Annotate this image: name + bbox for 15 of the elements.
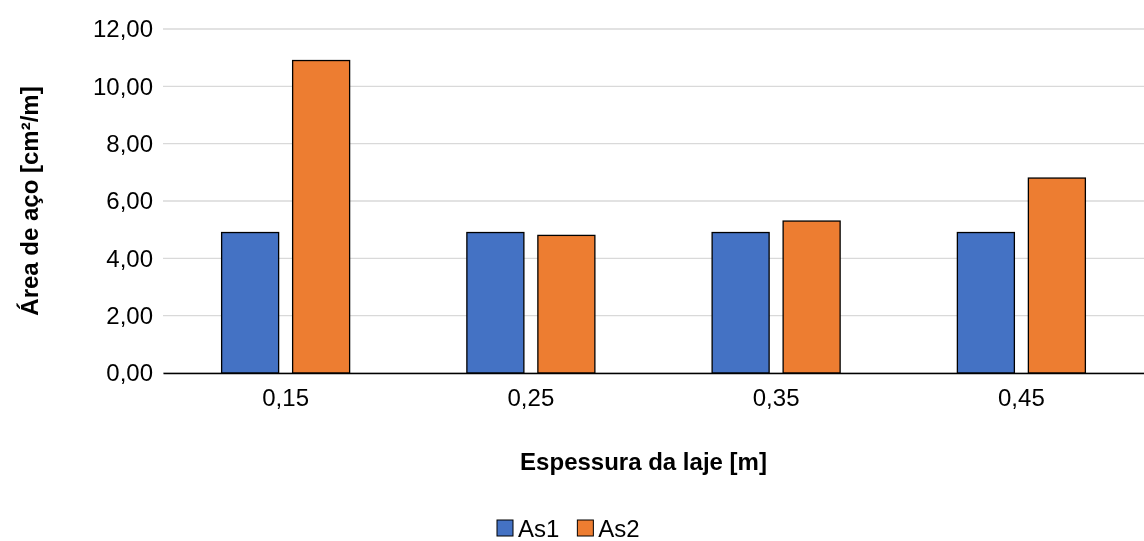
legend-label: As1 xyxy=(518,515,560,541)
y-axis-title: Área de aço [cm²/m] xyxy=(16,86,43,316)
y-tick-label: 12,00 xyxy=(92,15,153,43)
y-tick-label: 8,00 xyxy=(106,129,153,157)
x-axis-title: Espessura da laje [m] xyxy=(520,448,767,475)
x-tick-label: 0,15 xyxy=(262,384,309,412)
x-tick-label: 0,35 xyxy=(752,384,800,412)
y-tick-label: 6,00 xyxy=(106,187,153,215)
y-tick-label: 4,00 xyxy=(106,244,153,272)
y-tick-label: 10,00 xyxy=(92,72,153,100)
x-tick-label: 0,25 xyxy=(507,384,555,412)
y-tick-label: 2,00 xyxy=(106,301,153,329)
x-tick-label: 0,45 xyxy=(998,384,1045,412)
y-tick-label: 0,00 xyxy=(106,359,153,387)
legend-label: As2 xyxy=(598,515,640,541)
